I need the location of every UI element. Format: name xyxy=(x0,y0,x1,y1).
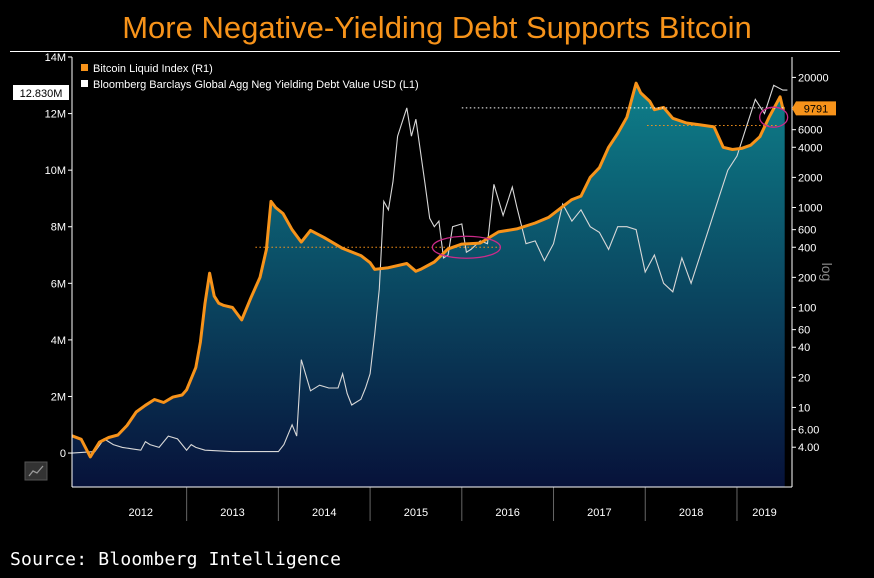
title-divider xyxy=(10,51,840,52)
right-tick-label: 20 xyxy=(798,372,810,384)
left-value-callout: 12.830M xyxy=(20,88,63,100)
right-axis-log-label: log xyxy=(819,263,835,282)
left-tick-label: 14M xyxy=(45,52,66,64)
x-tick-label: 2019 xyxy=(752,507,776,519)
right-tick-label: 60 xyxy=(798,325,810,337)
right-tick-label: 6000 xyxy=(798,125,822,137)
chart-type-icon[interactable] xyxy=(24,461,48,481)
left-tick-label: 12M xyxy=(45,109,66,121)
right-tick-label: 200 xyxy=(798,272,816,284)
right-tick-label: 100 xyxy=(798,302,816,314)
highlight-ellipse-2 xyxy=(759,106,789,128)
left-tick-label: 8M xyxy=(51,222,66,234)
left-tick-label: 4M xyxy=(51,335,66,347)
right-tick-label: 600 xyxy=(798,225,816,237)
x-tick-label: 2016 xyxy=(495,507,519,519)
x-tick-label: 2014 xyxy=(312,507,336,519)
right-tick-label: 6.00 xyxy=(798,425,819,437)
highlight-ellipse-1 xyxy=(431,235,502,259)
right-tick-label: 4000 xyxy=(798,142,822,154)
left-tick-label: 10M xyxy=(45,165,66,177)
bitcoin-area-fill xyxy=(72,83,785,487)
right-tick-label: 400 xyxy=(798,242,816,254)
x-tick-label: 2018 xyxy=(679,507,703,519)
right-tick-label: 4.00 xyxy=(798,442,819,454)
right-tick-label: 40 xyxy=(798,342,810,354)
right-tick-label: 1000 xyxy=(798,202,822,214)
x-tick-label: 2012 xyxy=(129,507,153,519)
legend-label-debt: Bloomberg Barclays Global Agg Neg Yieldi… xyxy=(93,79,419,91)
right-value-callout: 9791 xyxy=(804,103,828,115)
x-tick-label: 2013 xyxy=(220,507,244,519)
legend-swatch-debt xyxy=(81,80,88,87)
right-tick-label: 10 xyxy=(798,402,810,414)
legend-label-bitcoin: Bitcoin Liquid Index (R1) xyxy=(93,63,213,75)
x-tick-label: 2015 xyxy=(404,507,428,519)
left-value-callout-box xyxy=(13,85,69,100)
left-tick-label: 6M xyxy=(51,278,66,290)
chart-title: More Negative-Yielding Debt Supports Bit… xyxy=(122,10,752,45)
source-note: Source: Bloomberg Intelligence xyxy=(10,549,342,570)
series-line-negative-yielding-debt xyxy=(71,84,788,454)
right-tick-label: 2000 xyxy=(798,172,822,184)
legend-swatch-bitcoin xyxy=(81,64,88,71)
left-tick-label: 2M xyxy=(51,391,66,403)
left-tick-label: 0 xyxy=(60,448,66,460)
x-tick-label: 2017 xyxy=(587,507,611,519)
right-value-callout-box xyxy=(792,101,836,116)
right-tick-label: 20000 xyxy=(798,72,829,84)
series-line-bitcoin xyxy=(71,81,785,459)
